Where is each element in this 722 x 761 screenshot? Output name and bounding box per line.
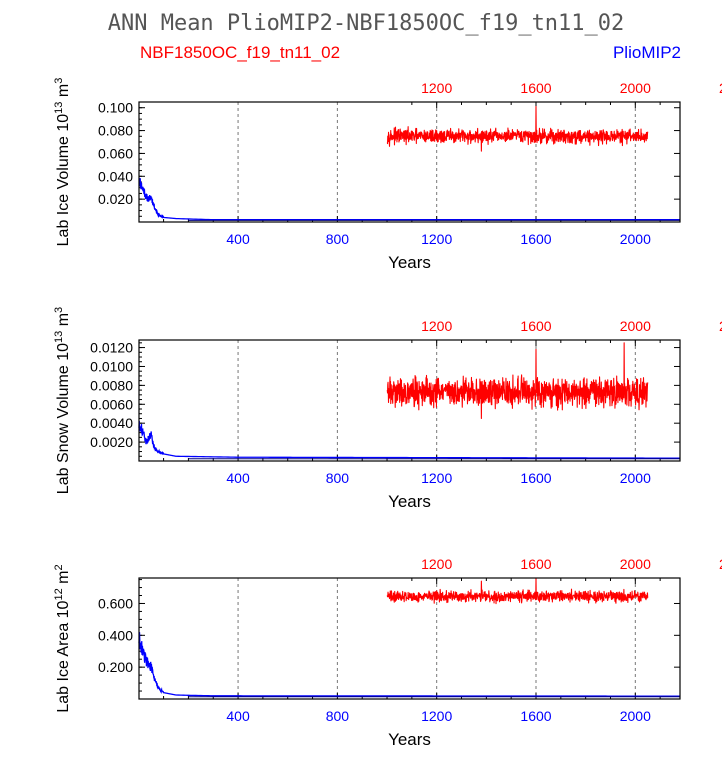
y-tick-label: 0.0080: [90, 377, 133, 393]
y-axis-label: Lab Ice Area 1012 m2: [53, 564, 72, 712]
legend-label-pliomip2: PlioMIP2: [613, 43, 681, 62]
plot-frame: [138, 339, 681, 462]
x-tick-label-bottom: 800: [326, 708, 350, 724]
y-tick-label: 0.040: [98, 168, 133, 184]
x-tick-label-bottom: 1600: [520, 231, 551, 247]
y-tick-label: 0.0060: [90, 396, 133, 412]
y-tick-label: 0.020: [98, 191, 133, 207]
x-tick-label-bottom: 1200: [421, 231, 452, 247]
x-tick-label-bottom: 1600: [520, 708, 551, 724]
x-tick-label-bottom: 400: [226, 470, 250, 486]
y-tick-label: 0.200: [98, 659, 133, 675]
x-tick-label-bottom: 400: [226, 231, 250, 247]
plot-frame: [138, 101, 681, 223]
x-tick-label-bottom: 2000: [620, 231, 651, 247]
x-tick-label-bottom: 2000: [620, 470, 651, 486]
y-axis-label: Lab Ice Volume 1013 m3: [53, 78, 72, 247]
figure-title: ANN Mean PlioMIP2-NBF1850OC_f19_tn11_02: [108, 11, 625, 36]
series-line-nbf1850oc: [386, 577, 649, 605]
series-line-nbf1850oc: [386, 342, 649, 420]
y-axis-label: Lab Snow Volume 1013 m3: [53, 307, 72, 494]
x-tick-label-top: 1200: [421, 318, 452, 334]
y-tick-label: 0.0120: [90, 340, 133, 356]
y-tick-label: 0.400: [98, 627, 133, 643]
series-line-nbf1850oc: [386, 106, 649, 152]
x-tick-label-top: 1600: [520, 318, 551, 334]
y-tick-label: 0.060: [98, 145, 133, 161]
x-tick-label-top: 2000: [620, 80, 651, 96]
x-tick-label-bottom: 2000: [620, 708, 651, 724]
x-tick-label-top: 1600: [520, 556, 551, 572]
x-axis-label: Years: [388, 492, 431, 511]
chart-panel-3: 400800120016002000120016002000240028000.…: [53, 556, 722, 749]
x-tick-label-top: 1600: [520, 80, 551, 96]
y-tick-label: 0.080: [98, 123, 133, 139]
x-axis-label: Years: [388, 253, 431, 272]
series-line-pliomip2: [138, 178, 680, 221]
legend-label-nbf: NBF1850OC_f19_tn11_02: [140, 43, 340, 62]
x-tick-label-bottom: 1200: [421, 708, 452, 724]
x-tick-label-bottom: 1600: [520, 470, 551, 486]
series-line-pliomip2: [138, 420, 680, 459]
chart-panel-1: 400800120016002000120016002000240028000.…: [53, 78, 722, 272]
x-tick-label-bottom: 800: [326, 231, 350, 247]
y-tick-label: 0.0020: [90, 434, 133, 450]
x-tick-label-bottom: 400: [226, 708, 250, 724]
plot-frame: [138, 577, 681, 700]
y-tick-label: 0.600: [98, 595, 133, 611]
x-tick-label-top: 1200: [421, 80, 452, 96]
x-tick-label-top: 1200: [421, 556, 452, 572]
y-tick-label: 0.100: [98, 100, 133, 116]
chart-panels: 400800120016002000120016002000240028000.…: [53, 78, 722, 749]
series-line-pliomip2: [138, 632, 680, 697]
x-axis-label: Years: [388, 730, 431, 749]
y-tick-label: 0.0100: [90, 358, 133, 374]
x-tick-label-bottom: 1200: [421, 470, 452, 486]
chart-panel-2: 400800120016002000120016002000240028000.…: [53, 307, 722, 511]
x-tick-label-top: 2000: [620, 556, 651, 572]
x-tick-label-top: 2000: [620, 318, 651, 334]
x-tick-label-bottom: 800: [326, 470, 350, 486]
y-tick-label: 0.0040: [90, 415, 133, 431]
